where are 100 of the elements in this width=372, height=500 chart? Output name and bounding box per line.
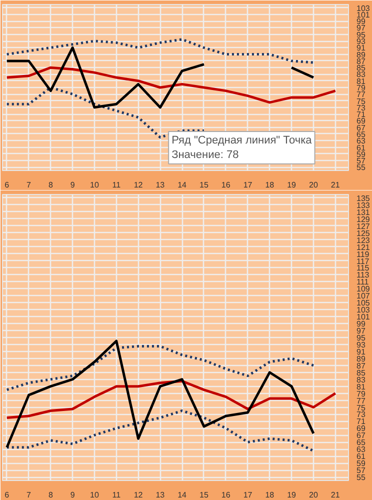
line-series	[6, 409, 315, 452]
y-tick-label: 89	[356, 50, 366, 60]
y-tick-label: 71	[356, 110, 366, 120]
y-tick-label: 101	[356, 10, 370, 20]
y-tick-label: 111	[356, 278, 370, 287]
y-tick-label: 69	[356, 116, 366, 126]
y-tick-label: 59	[356, 150, 366, 159]
x-tick-label: 16	[221, 490, 231, 500]
y-tick-label: 119	[356, 250, 370, 259]
annotation: Ряд "Средная линия" Точка	[172, 134, 313, 146]
y-tick-label: 91	[356, 347, 366, 356]
y-tick-label: 63	[356, 445, 366, 454]
y-tick-label: 129	[356, 214, 370, 224]
y-tick-label: 59	[356, 459, 366, 468]
y-tick-label: 121	[356, 242, 370, 252]
y-tick-label: 131	[356, 208, 370, 217]
y-tick-label: 97	[356, 326, 366, 336]
y-tick-label: 61	[356, 143, 366, 152]
y-tick-label: 57	[356, 466, 366, 476]
line-series	[6, 340, 315, 449]
y-tick-label: 109	[356, 284, 370, 294]
y-tick-label: 77	[356, 90, 366, 100]
y-tick-label: 123	[356, 236, 370, 245]
y-tick-label: 127	[356, 222, 370, 231]
y-tick-label: 77	[356, 396, 366, 406]
y-tick-label: 133	[356, 200, 370, 210]
x-tick-label: 13	[156, 180, 166, 190]
y-tick-label: 71	[356, 417, 366, 426]
y-tick-label: 117	[356, 256, 370, 266]
y-tick-label: 87	[356, 56, 366, 66]
x-tick-label: 10	[90, 180, 100, 190]
x-tick-label: 8	[48, 490, 54, 500]
x-tick-label: 21	[330, 490, 340, 500]
x-tick-label: 10	[90, 490, 100, 500]
y-tick-label: 103	[356, 306, 370, 315]
x-tick-label: 15	[200, 490, 209, 500]
y-tick-label: 81	[356, 382, 366, 392]
line-series	[6, 380, 337, 419]
y-tick-label: 135	[356, 194, 370, 203]
y-tick-label: 67	[356, 431, 366, 440]
x-tick-label: 19	[287, 180, 297, 190]
y-tick-label: 113	[356, 270, 370, 280]
y-tick-label: 61	[356, 452, 366, 462]
y-tick-label: 55	[356, 163, 366, 172]
x-tick-label: 20	[309, 180, 318, 190]
y-tick-label: 95	[356, 30, 366, 40]
y-tick-label: 83	[356, 375, 366, 384]
y-tick-label: 89	[356, 354, 366, 364]
line-series	[6, 344, 315, 392]
x-tick-label: 14	[178, 490, 188, 500]
y-tick-label: 73	[356, 410, 366, 420]
y-tick-label: 85	[356, 64, 366, 73]
x-tick-label: 9	[70, 490, 76, 500]
x-tick-label: 7	[26, 180, 32, 190]
x-tick-label: 18	[265, 490, 275, 500]
y-tick-label: 79	[356, 84, 366, 92]
y-tick-label: 93	[356, 37, 366, 46]
x-tick-label: 17	[243, 180, 253, 190]
y-tick-label: 69	[356, 424, 366, 434]
annotation: Значение: 78	[172, 148, 239, 161]
x-tick-label: 21	[330, 180, 340, 190]
line-series	[6, 38, 315, 64]
x-tick-label: 6	[4, 490, 10, 500]
x-tick-label: 18	[265, 180, 275, 190]
x-tick-label: 13	[156, 490, 166, 500]
x-tick-label: 8	[48, 180, 54, 190]
y-tick-label: 83	[356, 70, 366, 80]
y-tick-label: 73	[356, 103, 366, 112]
y-tick-label: 65	[356, 130, 366, 139]
y-tick-label: 85	[356, 368, 366, 378]
y-tick-label: 67	[356, 123, 366, 132]
y-tick-label: 107	[356, 292, 370, 301]
y-tick-label: 125	[356, 228, 370, 238]
y-tick-label: 101	[356, 312, 370, 322]
y-tick-label: 65	[356, 438, 366, 448]
y-tick-label: 81	[356, 76, 366, 86]
y-tick-label: 75	[356, 403, 366, 412]
y-tick-label: 75	[356, 96, 366, 106]
y-tick-label: 95	[356, 334, 366, 342]
x-tick-label: 6	[4, 180, 10, 190]
y-tick-label: 87	[356, 361, 366, 370]
y-tick-label: 55	[356, 473, 366, 482]
y-tick-label: 93	[356, 340, 366, 350]
y-tick-label: 91	[356, 44, 366, 53]
x-tick-label: 14	[178, 180, 188, 190]
x-tick-label: 20	[309, 490, 318, 500]
x-tick-label: 15	[200, 180, 209, 190]
x-tick-label: 16	[221, 180, 231, 190]
y-tick-label: 103	[356, 4, 370, 13]
x-tick-label: 12	[134, 490, 144, 500]
y-tick-label: 79	[356, 389, 366, 398]
x-tick-label: 9	[70, 180, 76, 190]
x-tick-label: 12	[134, 180, 144, 190]
x-tick-label: 11	[112, 180, 122, 190]
line-series	[6, 66, 337, 104]
x-tick-label: 11	[112, 490, 122, 500]
x-tick-label: 19	[287, 490, 297, 500]
y-tick-label: 115	[356, 264, 370, 273]
y-tick-label: 63	[356, 136, 366, 146]
y-tick-label: 57	[356, 156, 366, 166]
